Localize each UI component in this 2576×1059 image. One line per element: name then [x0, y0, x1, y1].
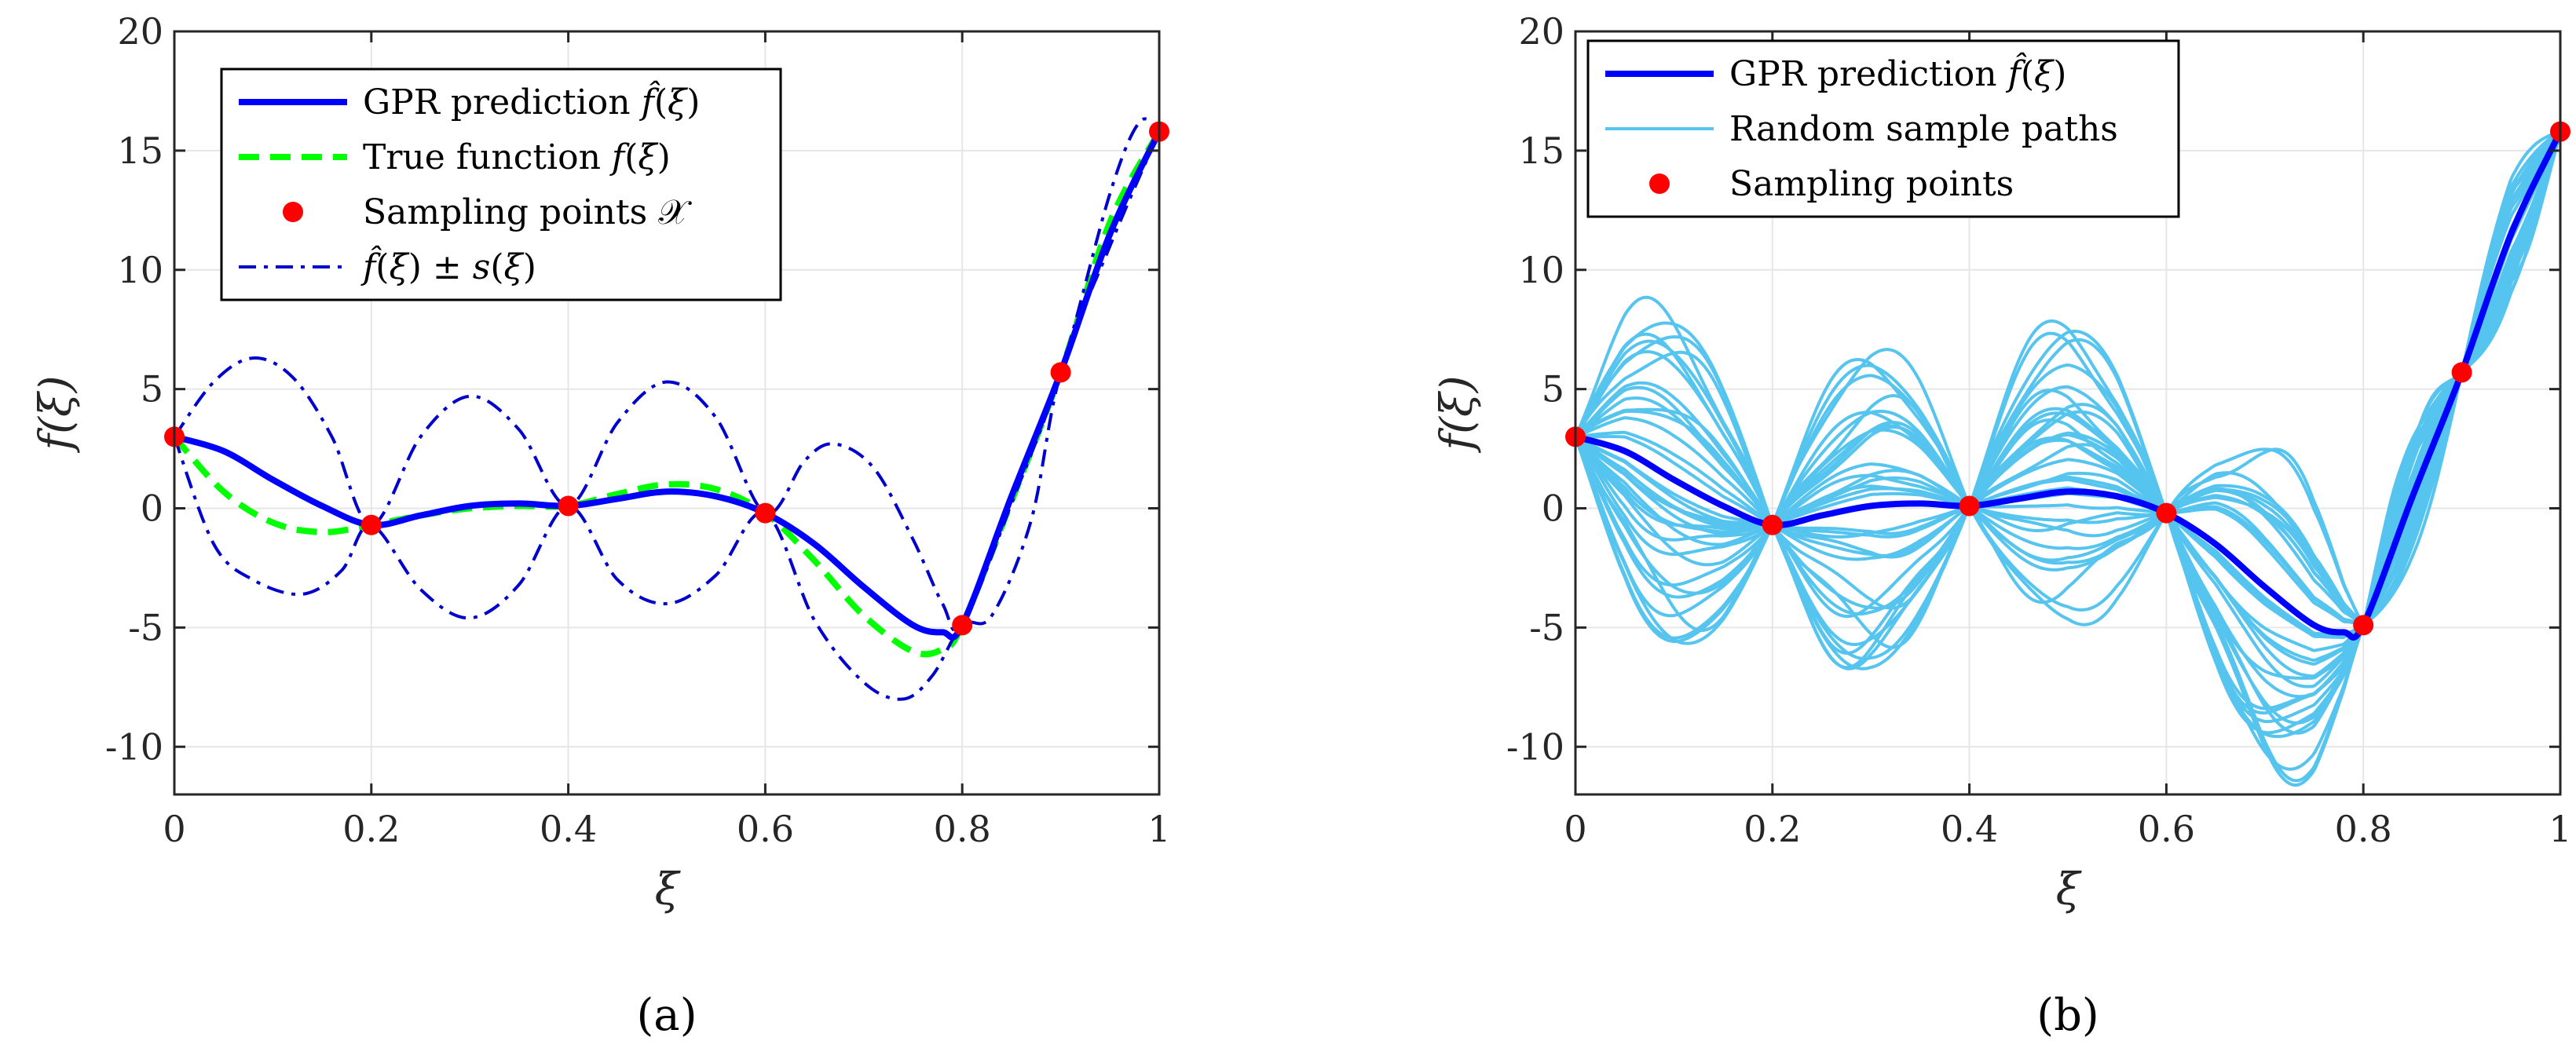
axes-box-b [1574, 30, 2562, 796]
sampling-point-b-3 [2156, 502, 2177, 524]
panel-label-b: (b) [2036, 990, 2099, 1041]
sampling-point-b-2 [1959, 495, 1980, 517]
x-tick-label-b-0: 0 [1564, 808, 1586, 850]
sampling-point-b-5 [2451, 362, 2472, 383]
legend-label-a-0: GPR prediction f̂(ξ) [363, 79, 700, 122]
sample-path-16 [1575, 130, 2560, 627]
sampling-point-a-1 [360, 514, 382, 535]
sampling-point-a-4 [952, 615, 973, 636]
y-tick-label-b-0: -10 [1506, 725, 1564, 768]
sampling-point-a-3 [755, 502, 776, 524]
x-tick-label-a-2: 0.4 [540, 808, 597, 850]
y-axis-label-a: f(ξ) [31, 375, 82, 453]
y-tick-label-a-0: -10 [105, 725, 163, 768]
x-tick-label-a-5: 1 [1147, 808, 1170, 850]
sampling-point-b-1 [1762, 514, 1783, 535]
x-tick-label-b-4: 0.8 [2335, 808, 2392, 850]
legend-marker-a-2 [283, 202, 303, 222]
y-tick-label-a-5: 15 [117, 130, 163, 172]
panel-label-a: (a) [636, 990, 697, 1041]
legend-label-b-2: Sampling points [1729, 164, 2014, 204]
y-axis-label-b: f(ξ) [1432, 375, 1483, 453]
upper-bound-line-a [174, 117, 1159, 633]
sample-path-32 [1575, 130, 2560, 649]
sample-path-24 [1575, 131, 2560, 670]
legend-label-a-2: Sampling points 𝒳 [363, 192, 692, 232]
lower-bound-line-a [174, 130, 1159, 701]
x-axis-label-a: ξ [655, 864, 682, 915]
y-tick-label-a-6: 20 [117, 10, 163, 53]
y-tick-label-a-3: 5 [141, 368, 163, 411]
y-tick-label-a-1: -5 [128, 606, 163, 648]
x-tick-label-a-1: 0.2 [342, 808, 400, 850]
legend-marker-b-2 [1649, 173, 1670, 194]
y-tick-label-a-4: 10 [117, 249, 163, 291]
x-tick-label-b-3: 0.6 [2138, 808, 2195, 850]
sampling-point-a-5 [1050, 362, 1071, 383]
x-tick-label-b-5: 1 [2549, 808, 2571, 850]
sample-path-34 [1575, 130, 2560, 787]
gpr-prediction-line-b [1575, 130, 2560, 641]
axes-box-a [173, 30, 1161, 796]
sampling-point-b-4 [2353, 615, 2374, 636]
sample-path-27 [1575, 130, 2560, 660]
sampling-point-a-2 [558, 495, 579, 517]
y-tick-label-b-3: 5 [1542, 368, 1564, 411]
y-tick-label-b-1: -5 [1529, 606, 1564, 648]
legend-label-b-1: Random sample paths [1729, 109, 2118, 149]
series-group-b [1575, 130, 2560, 787]
chart-a: 0 0.2 0.4 0.6 0.8 1 -10 -5 0 5 10 15 20 ξ f(ξ) (a) GPR p… [31, 10, 1171, 1041]
x-tick-label-b-1: 0.2 [1744, 808, 1801, 850]
x-tick-label-b-2: 0.4 [1941, 808, 1998, 850]
sample-path-31 [1575, 131, 2560, 637]
x-axis-label-b: ξ [2056, 864, 2083, 915]
sample-path-25 [1575, 131, 2560, 735]
x-tick-label-a-3: 0.6 [737, 808, 794, 850]
x-tick-label-a-4: 0.8 [934, 808, 991, 850]
x-tick-label-a-0: 0 [163, 808, 185, 850]
legend-label-a-3: f̂(ξ) ± s(ξ) [360, 244, 536, 287]
series-group-a [174, 117, 1159, 701]
y-tick-label-a-2: 0 [141, 488, 163, 530]
sample-path-33 [1575, 131, 2560, 627]
y-tick-label-b-4: 10 [1518, 249, 1564, 291]
gpr-prediction-line-a [174, 130, 1159, 641]
y-tick-label-b-5: 15 [1518, 130, 1564, 172]
legend-label-b-0: GPR prediction f̂(ξ) [1729, 51, 2066, 94]
y-tick-label-b-6: 20 [1518, 10, 1564, 53]
legend-box-a [220, 68, 782, 301]
chart-b: 0 0.2 0.4 0.6 0.8 1 -10 -5 0 5 10 15 20 ξ f(ξ) (b) GPR p… [1432, 10, 2572, 1041]
legend-label-a-1: True function f(ξ) [363, 137, 671, 177]
y-tick-label-b-2: 0 [1542, 488, 1564, 530]
